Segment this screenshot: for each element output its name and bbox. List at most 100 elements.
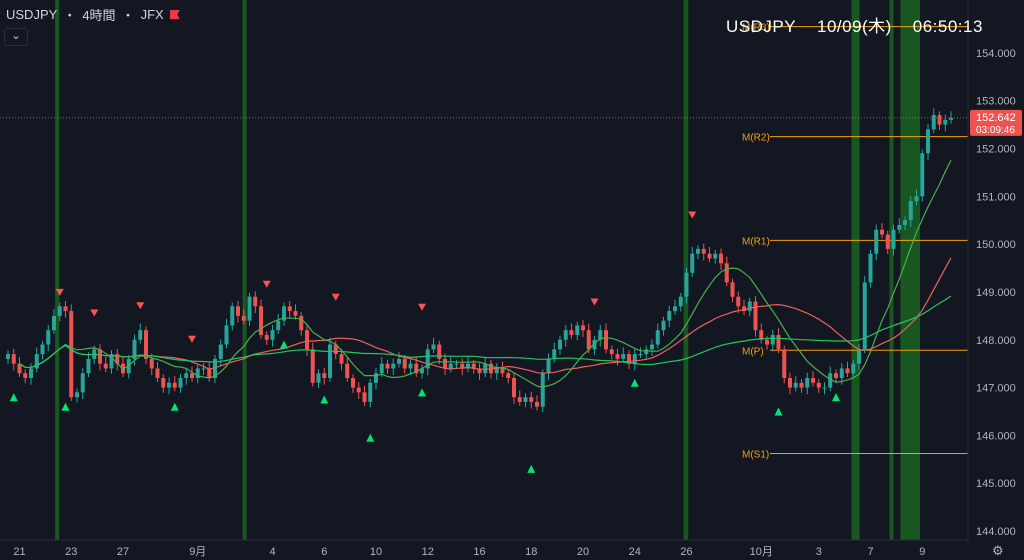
candle-body xyxy=(270,330,275,340)
gear-icon[interactable]: ⚙ xyxy=(992,543,1004,558)
signal-bar xyxy=(242,0,247,540)
y-tick-label: 150.000 xyxy=(976,239,1016,251)
candle-body xyxy=(201,368,206,370)
candle-body xyxy=(512,378,516,398)
candle-body xyxy=(839,368,844,379)
candle xyxy=(29,363,33,385)
candle-body xyxy=(460,363,465,369)
y-tick-label: 149.000 xyxy=(976,287,1016,299)
candle-body xyxy=(575,325,580,335)
symbol-label[interactable]: USDJPY xyxy=(6,7,58,22)
clock-symbol: USDJPY xyxy=(726,17,797,36)
candle-body xyxy=(477,368,482,374)
signal-bar xyxy=(900,0,920,540)
candle-body xyxy=(891,229,896,249)
candle xyxy=(811,371,815,387)
candle-body xyxy=(379,363,384,374)
candle-body xyxy=(172,382,177,388)
collapse-legend-button[interactable]: ⌄ xyxy=(4,28,28,46)
candle xyxy=(621,347,626,363)
candle xyxy=(46,324,51,352)
candle-body xyxy=(586,330,591,350)
candle-body xyxy=(402,358,407,369)
candle xyxy=(293,304,298,320)
candle xyxy=(115,348,120,371)
candle-body xyxy=(213,358,217,379)
x-tick-label: 27 xyxy=(117,546,129,558)
candle-body xyxy=(834,373,838,379)
candle-body xyxy=(178,378,183,388)
candle-body xyxy=(897,225,902,230)
candle xyxy=(316,369,321,389)
candle-body xyxy=(322,373,327,379)
candle xyxy=(6,350,10,365)
candle xyxy=(535,395,539,411)
candle xyxy=(259,299,263,339)
sell-signal-icon xyxy=(55,288,64,296)
candle-body xyxy=(696,248,700,254)
flag-icon[interactable] xyxy=(169,10,180,19)
candle-body xyxy=(34,354,39,369)
candle xyxy=(69,304,74,401)
timeframe-label[interactable]: 4時間 xyxy=(82,8,116,23)
signal-bar xyxy=(889,0,894,540)
candle xyxy=(345,356,350,382)
candle-body xyxy=(17,363,22,374)
candle xyxy=(667,305,672,328)
candle xyxy=(213,355,217,384)
clock-date: 10/09(木) xyxy=(816,17,892,36)
candle-body xyxy=(782,349,787,379)
candle xyxy=(701,243,706,261)
x-tick-label: 24 xyxy=(629,546,641,558)
candle xyxy=(770,329,775,352)
candle xyxy=(63,301,68,318)
buy-signal-icon xyxy=(170,402,179,411)
candle xyxy=(287,301,292,318)
candle-body xyxy=(448,363,453,369)
y-tick-label: 151.000 xyxy=(976,191,1016,203)
candle xyxy=(138,323,143,344)
candle xyxy=(483,356,488,378)
candle-body xyxy=(69,311,74,398)
candle xyxy=(362,385,367,406)
candle-body xyxy=(276,320,281,331)
y-tick-label: 152.000 xyxy=(976,144,1016,156)
candle-body xyxy=(454,363,459,365)
candle-body xyxy=(287,306,292,312)
candle-body xyxy=(414,363,419,374)
buy-signal-icon xyxy=(320,395,329,404)
candle xyxy=(874,224,879,261)
sell-signal-icon xyxy=(418,303,426,311)
x-tick-label: 21 xyxy=(13,546,25,558)
candle-body xyxy=(690,253,695,273)
candle-body xyxy=(236,306,240,316)
candle-body xyxy=(765,339,769,345)
candle xyxy=(880,223,884,239)
header-sep-1: ・ xyxy=(63,8,77,23)
candle xyxy=(937,111,942,130)
candle-body xyxy=(483,363,488,374)
pivot-label: M(P) xyxy=(742,346,764,357)
buy-signal-icon xyxy=(280,340,288,349)
candle-body xyxy=(569,330,574,335)
candle-body xyxy=(713,253,718,259)
candle xyxy=(742,299,746,315)
sell-signal-icon xyxy=(331,293,340,301)
chevron-down-icon: ⌄ xyxy=(11,30,21,42)
x-tick-label: 16 xyxy=(473,546,485,558)
candle-body xyxy=(149,358,154,369)
ma-line-red xyxy=(19,257,952,374)
candle-body xyxy=(75,392,79,398)
candle xyxy=(466,356,470,373)
x-tick-label: 4 xyxy=(269,546,275,558)
candle xyxy=(374,367,378,390)
candle-body xyxy=(926,129,930,154)
candle-body xyxy=(845,368,850,374)
candle-body xyxy=(719,253,723,264)
candle-body xyxy=(80,373,85,393)
candle xyxy=(17,356,22,378)
candle-body xyxy=(632,354,637,364)
candle xyxy=(517,390,522,406)
candle-body xyxy=(828,373,833,388)
